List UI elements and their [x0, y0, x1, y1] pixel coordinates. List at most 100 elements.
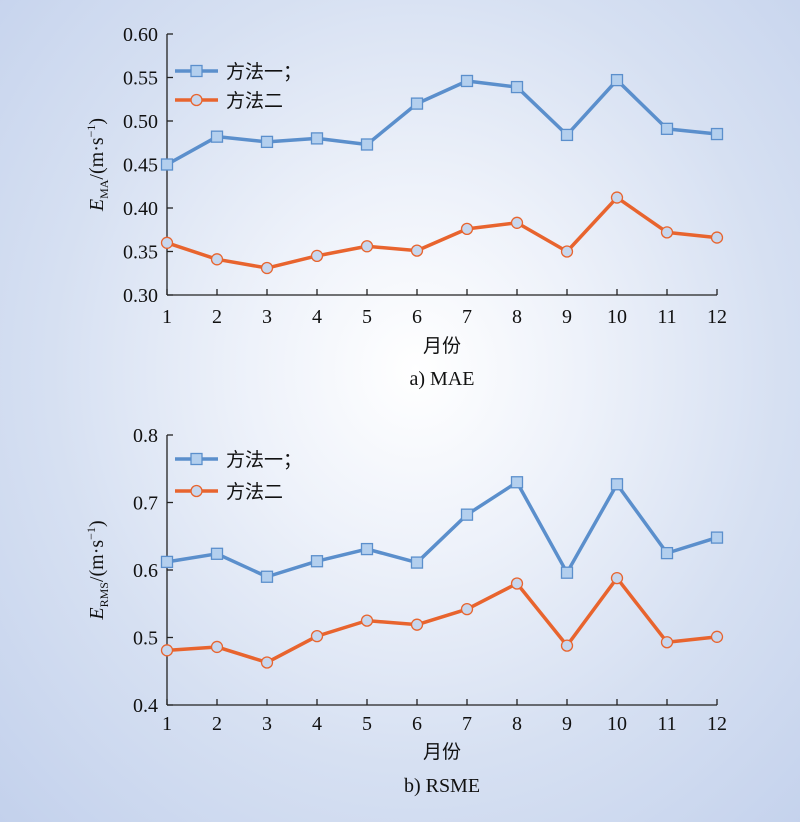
data-point [610, 478, 624, 491]
x-tick-label: 5 [362, 306, 372, 328]
legend-entry: 方法一； [175, 61, 302, 83]
data-point [360, 240, 374, 253]
x-tick-label: 7 [462, 713, 472, 735]
data-point [260, 135, 274, 149]
x-tick-label: 1 [162, 306, 172, 328]
data-point [610, 571, 624, 585]
chart-caption: a) MAE [410, 368, 475, 390]
x-tick-label: 4 [312, 306, 322, 328]
data-point [660, 636, 674, 649]
series-1 [160, 73, 724, 171]
data-point [660, 546, 674, 560]
series-line [166, 576, 718, 665]
y-tick-label: 0.45 [123, 155, 158, 177]
x-tick-label: 5 [362, 713, 372, 735]
x-tick-label: 6 [412, 306, 422, 328]
data-point [410, 618, 424, 631]
data-point [310, 132, 324, 145]
y-tick-label: 0.6 [133, 560, 158, 582]
legend-label: 方法二 [226, 481, 283, 503]
series-2 [160, 571, 724, 669]
y-tick-label: 0.8 [133, 425, 158, 447]
legend-entry: 方法二 [175, 90, 283, 112]
chart-caption: b) RSME [404, 775, 480, 797]
data-point [410, 556, 424, 569]
x-tick-label: 3 [262, 306, 272, 328]
data-point [560, 639, 574, 652]
data-point [560, 566, 574, 579]
data-point [210, 640, 224, 654]
series-line [166, 195, 718, 270]
legend-marker [190, 64, 203, 78]
data-point [210, 547, 224, 560]
data-point [510, 577, 524, 590]
data-point [510, 80, 524, 94]
data-point [410, 244, 424, 257]
y-axis-label: ERMS/(m·s−1) [84, 520, 111, 620]
data-point [660, 226, 674, 239]
data-point [260, 656, 274, 669]
x-axis-label: 月份 [423, 741, 461, 763]
x-tick-label: 3 [262, 713, 272, 735]
data-point [460, 74, 474, 88]
x-tick-label: 6 [412, 713, 422, 735]
x-axis-label: 月份 [423, 335, 461, 357]
x-tick-label: 9 [562, 713, 572, 735]
data-point [660, 122, 674, 135]
data-point [710, 127, 724, 141]
data-point [210, 130, 224, 143]
data-point [510, 476, 524, 489]
x-tick-label: 2 [212, 306, 222, 328]
data-point [360, 138, 374, 151]
legend-marker [190, 93, 203, 107]
data-point [460, 508, 474, 521]
x-tick-label: 10 [607, 306, 627, 328]
series-line [166, 480, 718, 579]
data-point [610, 191, 624, 204]
series-line [166, 78, 718, 167]
legend-label: 方法二 [226, 90, 283, 112]
legend-marker [190, 484, 203, 498]
x-tick-label: 2 [212, 713, 222, 735]
data-point [360, 542, 374, 556]
data-point [710, 231, 724, 244]
legend-marker [190, 452, 203, 466]
y-tick-label: 0.50 [123, 111, 158, 133]
data-point [410, 97, 424, 110]
data-point [560, 128, 574, 142]
x-tick-label: 11 [657, 713, 676, 735]
data-point [460, 603, 474, 616]
y-tick-label: 0.30 [123, 285, 158, 307]
data-point [610, 73, 624, 87]
x-tick-label: 1 [162, 713, 172, 735]
data-point [260, 570, 274, 583]
y-tick-label: 0.5 [133, 628, 158, 650]
series-1 [160, 476, 724, 583]
data-point [160, 644, 174, 657]
x-tick-label: 10 [607, 713, 627, 735]
data-point [210, 253, 224, 266]
y-tick-label: 0.60 [123, 24, 158, 46]
data-point [160, 158, 174, 171]
data-point [360, 614, 374, 627]
legend-entry: 方法一； [175, 449, 302, 471]
y-tick-label: 0.7 [133, 493, 158, 515]
x-tick-label: 8 [512, 713, 522, 735]
y-tick-label: 0.35 [123, 242, 158, 264]
data-point [710, 531, 724, 544]
data-point [310, 630, 324, 643]
data-point [260, 261, 274, 275]
y-tick-label: 0.4 [133, 695, 158, 717]
x-tick-label: 11 [657, 306, 676, 328]
data-point [510, 216, 524, 229]
data-point [310, 249, 324, 263]
y-axis-label: EMA/(m·s−1) [84, 118, 111, 212]
series-2 [160, 191, 724, 275]
data-point [710, 630, 724, 643]
x-tick-label: 9 [562, 306, 572, 328]
data-point [160, 555, 174, 569]
legend-label: 方法一； [226, 449, 302, 471]
x-tick-label: 7 [462, 306, 472, 328]
y-tick-label: 0.55 [123, 68, 158, 90]
